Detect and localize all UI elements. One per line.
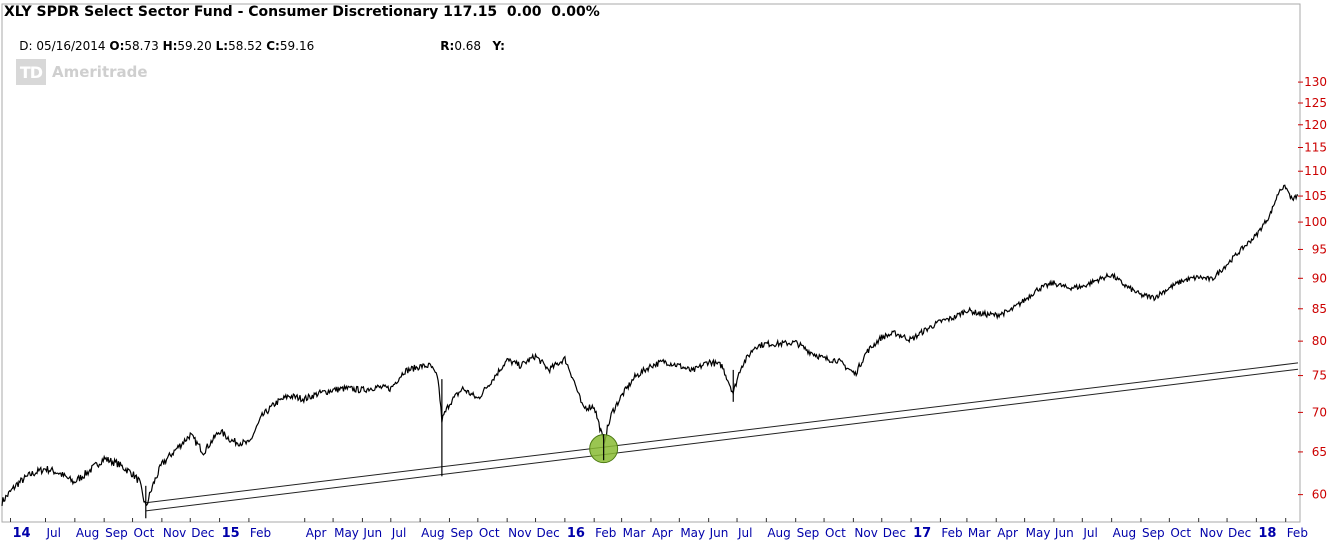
y-tick-label: 110 bbox=[1304, 164, 1327, 178]
x-tick-label: Nov bbox=[163, 526, 186, 540]
td-logo-icon: TD bbox=[16, 59, 46, 85]
x-tick-label: Mar bbox=[968, 526, 991, 540]
y-tick-label: 85 bbox=[1312, 302, 1327, 316]
x-tick-label: Dec bbox=[1228, 526, 1251, 540]
y-tick-label: 125 bbox=[1304, 96, 1327, 110]
x-tick-label: Aug bbox=[767, 526, 790, 540]
ameritrade-text: Ameritrade bbox=[52, 63, 148, 81]
series-group bbox=[1, 184, 1299, 519]
x-tick-label: Apr bbox=[997, 526, 1018, 540]
ameritrade-watermark: TD Ameritrade bbox=[16, 59, 148, 85]
x-tick-label: Aug bbox=[76, 526, 99, 540]
x-tick-label: Apr bbox=[652, 526, 673, 540]
x-tick-label: Feb bbox=[1287, 526, 1308, 540]
close-value: 59.16 bbox=[279, 39, 315, 53]
x-tick-label: Feb bbox=[941, 526, 962, 540]
low-label: L: bbox=[215, 39, 229, 53]
x-tick-label: Aug bbox=[421, 526, 444, 540]
x-tick-label: Oct bbox=[1170, 526, 1191, 540]
price-series-line bbox=[1, 184, 1299, 507]
chart-title: XLY SPDR Select Sector Fund - Consumer D… bbox=[4, 4, 600, 20]
x-tick-label: Oct bbox=[134, 526, 155, 540]
highlight-group bbox=[589, 434, 619, 464]
x-tick-label-year: 15 bbox=[222, 526, 240, 541]
x-tick-label-year: 17 bbox=[913, 526, 931, 541]
x-tick-label: Dec bbox=[191, 526, 214, 540]
y-tick-label: 120 bbox=[1304, 118, 1327, 132]
x-tick-label: Feb bbox=[250, 526, 271, 540]
y-tick-label: 65 bbox=[1312, 445, 1327, 459]
x-tick-label: May bbox=[334, 526, 359, 540]
x-tick-label: Apr bbox=[306, 526, 327, 540]
x-tick-label: May bbox=[680, 526, 705, 540]
yield-label: Y: bbox=[492, 39, 505, 53]
x-tick-label: Aug bbox=[1113, 526, 1136, 540]
range-label: R: bbox=[440, 39, 455, 53]
y-axis: 60 65 70 75 80 85 90 95 100 105 110 115 120 125 130 bbox=[1298, 75, 1327, 502]
x-tick-label: Jul bbox=[391, 526, 406, 540]
x-tick-label: Sep bbox=[1142, 526, 1165, 540]
trendline-group bbox=[145, 362, 1299, 512]
range-value: 0.68 bbox=[454, 39, 482, 53]
trendline-upper bbox=[145, 362, 1299, 504]
x-tick-label-year: 16 bbox=[567, 526, 585, 541]
y-tick-label: 90 bbox=[1312, 271, 1327, 285]
date-value: 05/16/2014 bbox=[36, 39, 106, 53]
x-tick-label: Oct bbox=[479, 526, 500, 540]
y-tick-label: 75 bbox=[1312, 369, 1327, 383]
y-tick-label: 80 bbox=[1312, 334, 1327, 348]
x-tick-label: Sep bbox=[797, 526, 820, 540]
x-tick-label: Dec bbox=[537, 526, 560, 540]
x-tick-label: Jul bbox=[46, 526, 61, 540]
x-tick-label: Sep bbox=[450, 526, 473, 540]
y-tick-label: 100 bbox=[1304, 215, 1327, 229]
x-tick-label-year: 18 bbox=[1258, 526, 1276, 541]
x-axis: 14 Jul Aug Sep Oct Nov Dec 15 Feb Apr May Jun Jul Aug… bbox=[10, 518, 1308, 541]
x-tick-label: Jun bbox=[362, 526, 382, 540]
x-tick-label: May bbox=[1026, 526, 1051, 540]
x-tick-label: Dec bbox=[883, 526, 906, 540]
y-tick-label: 60 bbox=[1312, 488, 1327, 502]
x-tick-label: Jun bbox=[709, 526, 729, 540]
y-tick-label: 70 bbox=[1312, 405, 1327, 419]
x-tick-label: Nov bbox=[854, 526, 877, 540]
x-tick-label: Jul bbox=[737, 526, 752, 540]
low-value: 58.52 bbox=[228, 39, 263, 53]
open-label: O: bbox=[109, 39, 125, 53]
x-tick-label: Mar bbox=[623, 526, 646, 540]
range-readout: R:0.68 Y: bbox=[425, 25, 505, 67]
x-tick-label: Feb bbox=[595, 526, 616, 540]
x-tick-label: Nov bbox=[508, 526, 531, 540]
x-tick-label: Nov bbox=[1200, 526, 1223, 540]
y-tick-label: 105 bbox=[1304, 189, 1327, 203]
y-tick-label: 130 bbox=[1304, 75, 1327, 89]
ohlc-readout: D: 05/16/2014 O:58.73 H:59.20 L:58.52 C:… bbox=[4, 25, 314, 67]
trendline-lower bbox=[145, 368, 1299, 512]
date-label: D: bbox=[19, 39, 33, 53]
open-value: 58.73 bbox=[124, 39, 159, 53]
high-label: H: bbox=[162, 39, 178, 53]
x-tick-label: Sep bbox=[105, 526, 128, 540]
y-tick-label: 95 bbox=[1312, 242, 1327, 256]
x-tick-label: Jun bbox=[1054, 526, 1074, 540]
high-value: 59.20 bbox=[177, 39, 212, 53]
y-tick-label: 115 bbox=[1304, 141, 1327, 155]
x-tick-label: Jul bbox=[1082, 526, 1097, 540]
close-label: C: bbox=[266, 39, 280, 53]
x-tick-label: Oct bbox=[825, 526, 846, 540]
x-tick-label-year: 14 bbox=[13, 526, 31, 541]
